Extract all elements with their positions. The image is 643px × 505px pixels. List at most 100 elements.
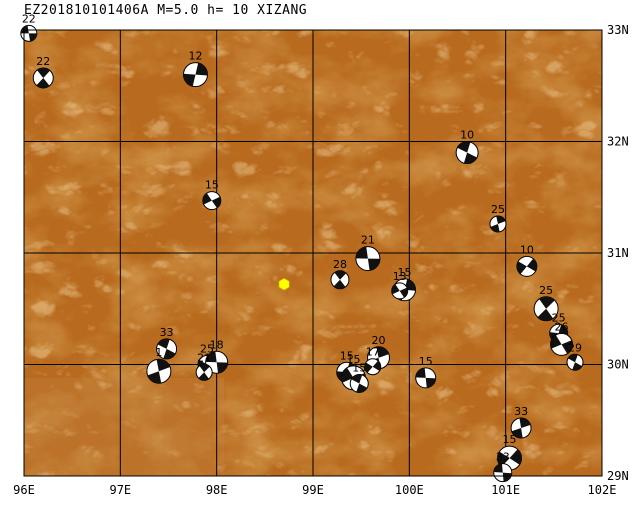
beachball-quadrant (36, 77, 50, 88)
beachball-quadrant (519, 418, 531, 429)
epicenter-layer (278, 277, 290, 291)
depth-label: 1 (155, 346, 162, 359)
beachball-quadrant (28, 33, 37, 42)
depth-label: 22 (22, 12, 36, 25)
beachball-quadrant (211, 196, 221, 209)
beachball-quadrant (205, 351, 217, 363)
beachball-quadrant (391, 284, 400, 295)
depth-label: 13 (393, 270, 407, 283)
beachball-quadrant (356, 383, 368, 393)
depth-label: 22 (36, 55, 50, 68)
beachball-quadrant (568, 354, 578, 363)
beachball-quadrant (216, 362, 228, 374)
focal-mechanism: 33 (510, 405, 532, 439)
focal-mechanism: 12 (182, 50, 208, 88)
lon-tick-label: 99E (302, 483, 324, 497)
beachball-quadrant (502, 472, 512, 482)
beachball-quadrant (341, 367, 354, 383)
depth-label: 12 (188, 50, 202, 63)
beachball-quadrant (425, 377, 436, 388)
lon-tick-label: 101E (491, 483, 520, 497)
depth-label: 15 (205, 179, 219, 192)
lon-tick-label: 96E (13, 483, 35, 497)
focal-mechanism: 28 (330, 258, 350, 290)
focal-mechanism: 17 (364, 346, 382, 376)
depth-label: 21 (197, 351, 211, 364)
focal-mechanism: 10 (516, 243, 538, 277)
axis-labels: 96E 97E 98E 99E 100E 101E 102E 33N 32N 31N 30N 29N (13, 23, 629, 497)
depth-label: 18 (210, 338, 224, 351)
depth-label: 25 (491, 203, 505, 216)
focal-mechanism: 22 (32, 55, 54, 89)
beachball-quadrant (399, 287, 408, 298)
depth-label: 25 (200, 343, 214, 356)
depth-label: 15 (419, 355, 433, 368)
lat-tick-label: 31N (607, 246, 629, 260)
beachball-quadrant (526, 258, 537, 272)
beachball-quadrant (463, 152, 477, 164)
beachball-quadrant (156, 359, 171, 372)
beachball-quadrant (195, 62, 208, 76)
beachball-quadrant (351, 374, 363, 384)
lat-tick-label: 30N (607, 358, 629, 372)
focal-mechanism: 13 (391, 270, 409, 300)
epicenter-marker (278, 277, 290, 291)
beachball-quadrant (202, 193, 212, 205)
beachball-quadrant (415, 367, 426, 378)
beachball-quadrant (493, 463, 503, 473)
beachball-quadrant (537, 308, 554, 321)
depth-label: 26 (555, 320, 569, 333)
terrain-lowland (24, 378, 224, 476)
beachball-quadrant (157, 338, 170, 349)
beachball-quadrant (333, 279, 346, 289)
focal-mechanism: 25 (533, 284, 559, 322)
focal-mechanism: 15 (349, 361, 369, 393)
depth-label: 33 (160, 326, 174, 339)
beachball-quadrant (372, 360, 381, 372)
focal-mechanism: 25 (489, 203, 507, 233)
depth-label: 20 (372, 334, 386, 347)
beachball-quadrant (367, 258, 380, 271)
beachball-quadrant (198, 372, 209, 381)
lat-tick-label: 32N (607, 135, 629, 149)
depth-label: 15 (503, 433, 517, 446)
beachball-quadrant (496, 216, 506, 225)
lat-tick-label: 33N (607, 23, 629, 37)
depth-label: 25 (552, 311, 566, 324)
beachball-quadrant (539, 296, 555, 309)
beachball-quadrant (550, 335, 562, 349)
beachball-quadrant (490, 224, 500, 233)
beachball-quadrant (183, 73, 196, 87)
depth-label: 15 (352, 361, 366, 374)
focal-mechanism: 21 (355, 234, 381, 272)
focal-mechanism: 15 (202, 179, 222, 211)
beachball-quadrant (558, 324, 568, 335)
beachball-quadrant (561, 340, 573, 354)
depth-label: 10 (460, 129, 474, 142)
lon-tick-label: 102E (588, 483, 617, 497)
map-frame (23, 29, 603, 477)
beachball-quadrant (516, 261, 527, 275)
beachball-quadrant (497, 451, 510, 468)
beachball-quadrant (20, 25, 29, 34)
beachball-quadrant (163, 348, 176, 359)
lon-tick-label: 100E (395, 483, 424, 497)
focal-mechanism: 33 (156, 326, 178, 360)
beachball-quadrant (364, 362, 373, 373)
beachball-quadrant (509, 449, 522, 465)
depth-label: 15 (398, 266, 412, 279)
depth-label: 15 (346, 353, 360, 366)
depth-label: 25 (539, 284, 553, 297)
beachball-quadrant (511, 428, 523, 439)
beachball-quadrant (199, 364, 210, 373)
beachball-quadrant (334, 270, 347, 280)
beachball-quadrant (147, 371, 162, 384)
depth-label: 33 (496, 451, 510, 464)
focal-mechanism: 21 (195, 351, 213, 381)
beachball-quadrant (37, 67, 51, 78)
focal-mechanism: 29 (566, 341, 584, 371)
depth-label: 28 (333, 258, 347, 271)
depth-label: 17 (366, 346, 380, 359)
